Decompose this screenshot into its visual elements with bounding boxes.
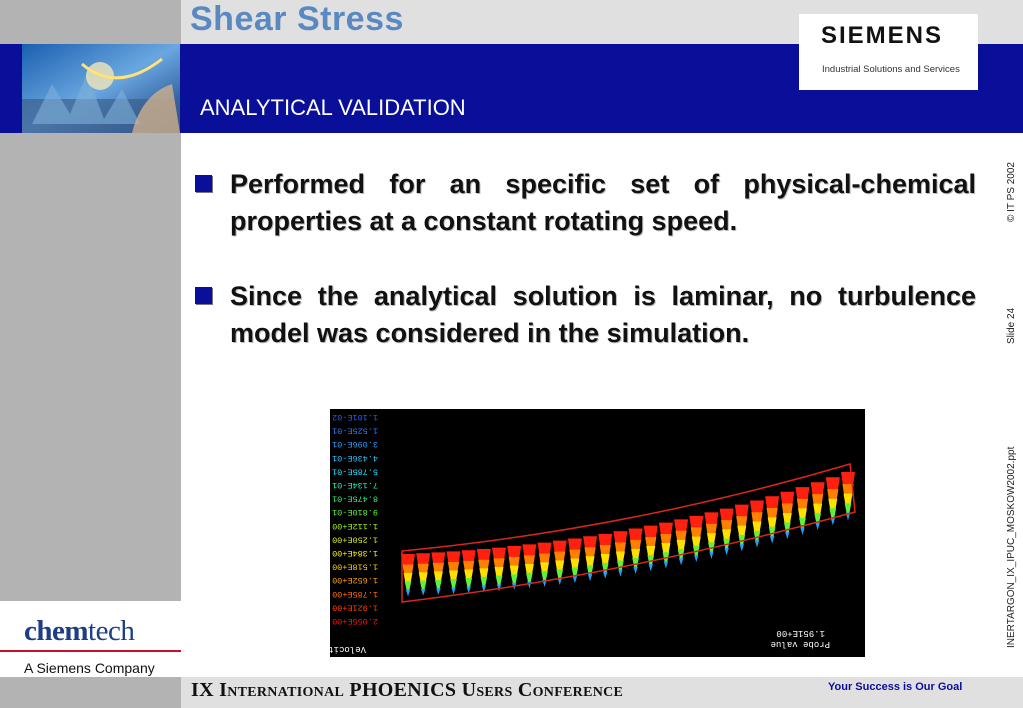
velocity-vane [476,548,491,592]
square-bullet-icon [195,175,212,192]
slide-number: Slide 24 [1006,307,1017,344]
bullet-text: Since the analytical solution is laminar… [230,281,976,348]
legend-value: 8.475E-01 [332,494,378,504]
conference-name: IX International PHOENICS Users Conferen… [191,679,624,701]
footer-bar [181,677,1023,708]
velocity-vane [446,551,461,594]
chemtech-light-part: tech [88,615,135,647]
chemtech-wordmark: chemtech [24,615,135,648]
siemens-tagline: Industrial Solutions and Services [822,64,960,75]
velocity-vane [628,528,643,574]
chemtech-bold-part: chem [24,615,89,647]
simulation-figure: 1.101E-02 1.525E-01 3.096E-01 4.436E-01 5.78… [322,409,865,657]
copyright-text: © IT PS 2002 [1006,162,1017,222]
velocity-vane [431,552,446,595]
velocity-vane [719,508,734,555]
slide-title: Shear Stress [190,0,404,38]
domain-outline [401,463,856,603]
legend-title: Velocity [330,644,366,654]
legend-value: 3.096E-01 [332,439,378,449]
velocity-vane [552,540,567,585]
siemens-logo: SIEMENS Industrial Solutions and Service… [799,14,978,90]
velocity-vane [492,547,507,591]
slide-subtitle: ANALYTICAL VALIDATION [200,95,466,120]
velocity-vane [583,536,598,581]
legend-value: 1.525E-01 [332,426,378,436]
legend-value: 1.112E+00 [332,521,378,531]
velocity-vane [765,496,780,544]
legend-value: 1.921E+00 [332,602,378,612]
velocity-vane [689,515,704,562]
chemtech-tagline: A Siemens Company [24,660,155,676]
footer-slogan: Your Success is Our Goal [828,681,963,693]
legend-value: 1.785E+00 [332,589,378,599]
legend-value: 5.785E-01 [332,466,378,476]
velocity-vane [461,550,476,594]
square-bullet-icon [195,287,212,304]
legend-value: 7.134E-01 [332,480,378,490]
siemens-wordmark: SIEMENS [821,22,944,49]
legend-value: 1.518E+00 [332,562,378,572]
header-photo [22,44,180,133]
velocity-vane [674,519,689,566]
logo-divider [0,650,181,652]
velocity-vane [734,504,749,552]
velocity-vane [613,531,628,577]
bullet-text: Performed for an specific set of physica… [230,169,976,236]
velocity-vane [643,525,658,571]
velocity-legend: 1.101E-02 1.525E-01 3.096E-01 4.436E-01 5.78… [332,412,378,626]
probe-label: Probe value [771,639,830,649]
velocity-contours [401,472,855,596]
legend-value: 1.250E+00 [332,534,378,544]
legend-value: 9.810E-01 [332,507,378,517]
velocity-vane [749,500,764,548]
legend-value: 1.101E-02 [332,412,378,422]
legend-value: 2.055E+00 [332,616,378,626]
velocity-vane [401,554,415,596]
velocity-vane [780,491,795,539]
legend-value: 1.652E+00 [332,575,378,585]
legend-value: 4.436E-01 [332,453,378,463]
velocity-vane [416,553,431,596]
velocity-vane [658,522,673,569]
chemtech-logo: chemtech A Siemens Company [0,601,181,677]
bullet-item: Performed for an specific set of physica… [191,166,976,240]
probe-value: 1.951E+00 [776,628,825,638]
velocity-vane [522,544,537,589]
velocity-vane [704,512,719,559]
velocity-vane [507,546,522,590]
bullet-item: Since the analytical solution is laminar… [191,278,976,352]
file-name: INERTARGON_IX_IPUC_MOSKOW2002.ppt [1006,446,1017,648]
velocity-vane [598,533,613,579]
velocity-vane [825,477,840,526]
bullet-list: Performed for an specific set of physica… [191,166,976,352]
legend-value: 1.384E+00 [332,548,378,558]
